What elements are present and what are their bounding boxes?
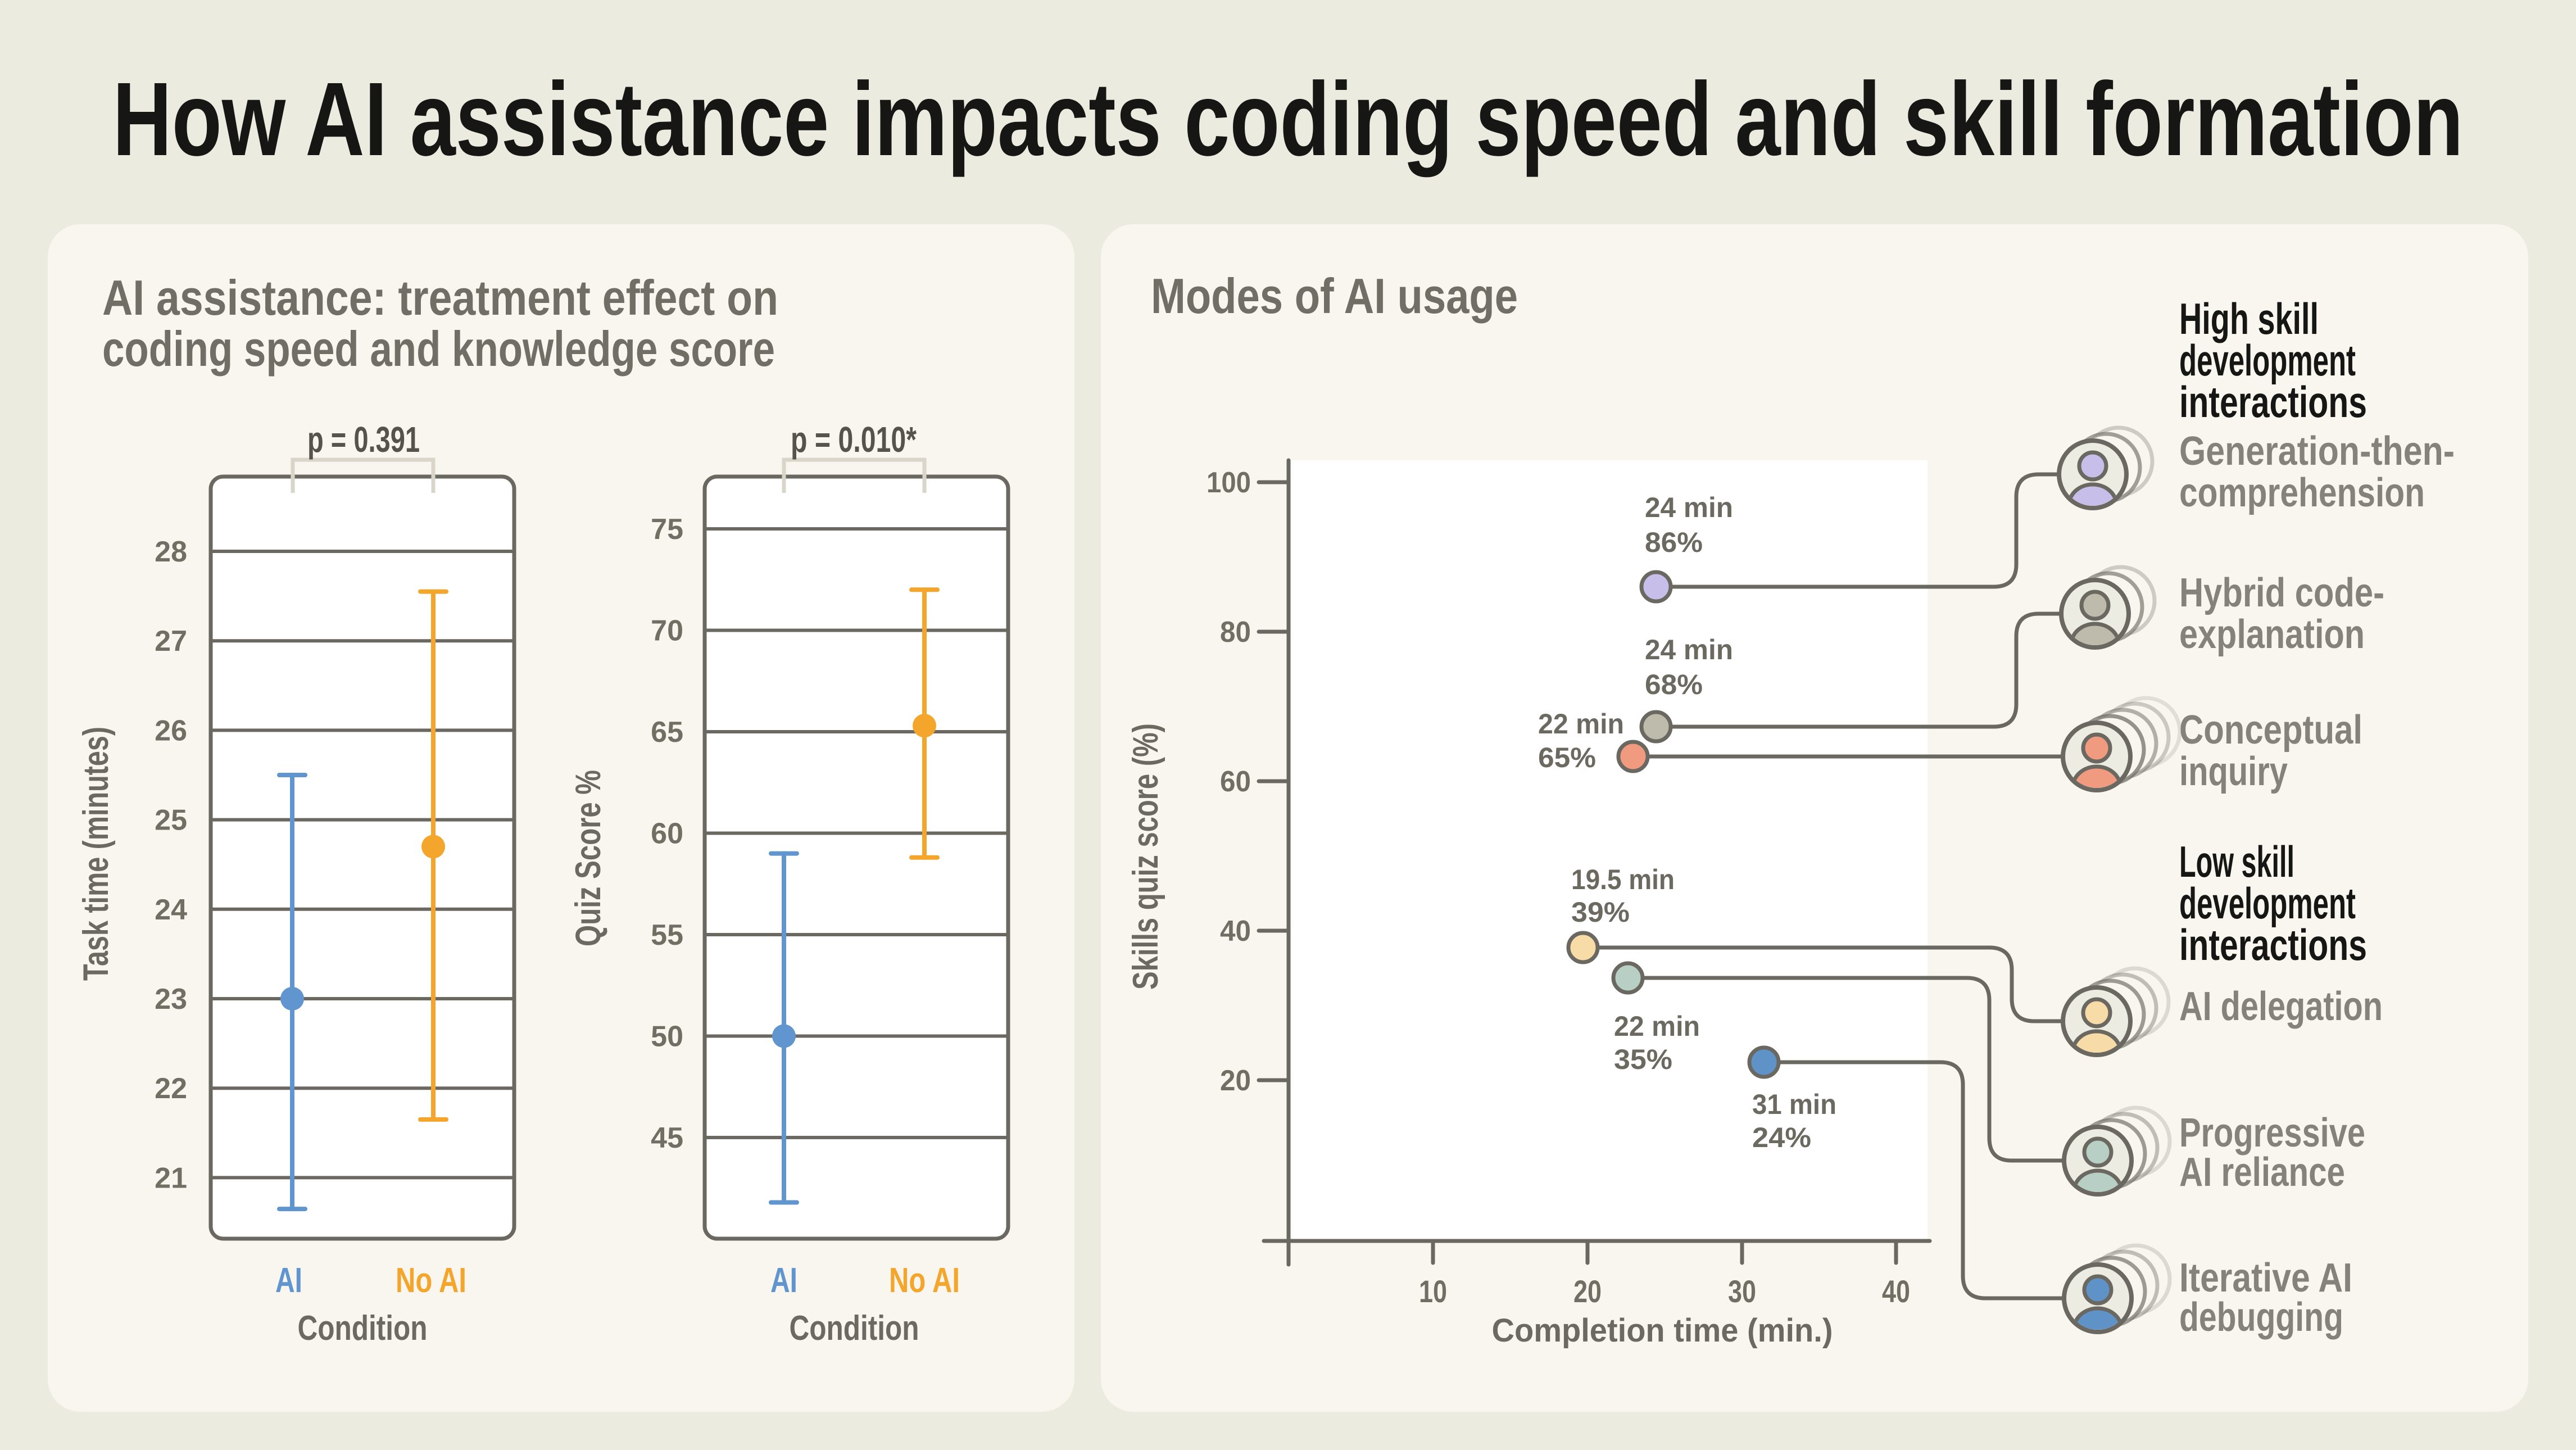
svg-text:25: 25: [155, 804, 187, 837]
svg-text:35%: 35%: [1614, 1044, 1672, 1075]
svg-text:p = 0.391: p = 0.391: [307, 419, 420, 460]
svg-text:50: 50: [651, 1021, 683, 1053]
svg-text:Low skill: Low skill: [2179, 837, 2294, 886]
svg-text:inquiry: inquiry: [2179, 749, 2288, 794]
svg-text:75: 75: [651, 513, 683, 546]
svg-text:Condition: Condition: [790, 1309, 919, 1348]
svg-text:20: 20: [1220, 1064, 1251, 1097]
svg-text:26: 26: [155, 714, 187, 747]
svg-text:65: 65: [651, 716, 683, 749]
svg-text:24 min: 24 min: [1645, 492, 1733, 523]
svg-text:explanation: explanation: [2179, 612, 2365, 657]
svg-text:20: 20: [1573, 1274, 1602, 1309]
svg-text:60: 60: [651, 818, 683, 850]
svg-text:AI delegation: AI delegation: [2179, 984, 2383, 1029]
svg-text:interactions: interactions: [2179, 920, 2367, 969]
svg-text:65%: 65%: [1538, 742, 1596, 773]
svg-text:p = 0.010*: p = 0.010*: [791, 419, 917, 460]
svg-text:Completion time (min.): Completion time (min.): [1492, 1312, 1833, 1349]
svg-text:debugging: debugging: [2179, 1295, 2343, 1340]
svg-text:interactions: interactions: [2179, 377, 2367, 427]
svg-text:10: 10: [1419, 1274, 1447, 1309]
svg-text:AI assistance: treatment effec: AI assistance: treatment effect on: [102, 270, 778, 325]
svg-text:comprehension: comprehension: [2179, 470, 2425, 515]
svg-text:86%: 86%: [1645, 527, 1703, 558]
svg-text:22 min: 22 min: [1538, 708, 1624, 740]
svg-text:24%: 24%: [1752, 1122, 1811, 1153]
svg-text:27: 27: [155, 625, 187, 658]
svg-text:AI reliance: AI reliance: [2179, 1150, 2345, 1195]
svg-text:Quiz Score %: Quiz Score %: [569, 770, 608, 946]
svg-text:24 min: 24 min: [1645, 634, 1733, 665]
svg-text:Skills quiz score (%): Skills quiz score (%): [1126, 723, 1165, 990]
svg-text:80: 80: [1220, 616, 1251, 649]
svg-text:39%: 39%: [1571, 896, 1630, 928]
svg-text:Modes of AI usage: Modes of AI usage: [1151, 268, 1518, 324]
svg-text:31 min: 31 min: [1752, 1089, 1836, 1120]
svg-text:60: 60: [1220, 765, 1251, 798]
svg-text:23: 23: [155, 983, 187, 1016]
svg-text:AI: AI: [770, 1261, 797, 1300]
svg-text:development: development: [2179, 878, 2356, 928]
svg-text:100: 100: [1207, 466, 1251, 499]
svg-text:45: 45: [651, 1122, 683, 1154]
svg-text:22: 22: [155, 1072, 187, 1105]
svg-text:Iterative AI: Iterative AI: [2179, 1256, 2352, 1301]
svg-text:68%: 68%: [1645, 669, 1703, 700]
svg-text:21: 21: [155, 1162, 187, 1194]
svg-text:Progressive: Progressive: [2179, 1111, 2365, 1156]
svg-text:Condition: Condition: [298, 1309, 428, 1348]
svg-text:30: 30: [1728, 1274, 1756, 1309]
svg-text:40: 40: [1220, 915, 1251, 948]
svg-text:40: 40: [1882, 1274, 1910, 1309]
svg-text:Hybrid code-: Hybrid code-: [2179, 570, 2384, 615]
svg-text:Conceptual: Conceptual: [2179, 708, 2362, 753]
svg-text:Generation-then-: Generation-then-: [2179, 429, 2455, 474]
svg-text:55: 55: [651, 919, 683, 951]
svg-text:coding speed and knowledge sco: coding speed and knowledge score: [102, 321, 775, 377]
svg-text:development: development: [2179, 336, 2356, 385]
svg-text:28: 28: [155, 536, 187, 568]
svg-text:No AI: No AI: [889, 1261, 960, 1300]
svg-text:No AI: No AI: [396, 1261, 466, 1300]
svg-text:High skill: High skill: [2179, 294, 2319, 343]
svg-text:AI: AI: [275, 1261, 302, 1300]
svg-text:19.5 min: 19.5 min: [1571, 864, 1675, 895]
svg-text:How AI assistance impacts codi: How AI assistance impacts coding speed a…: [113, 61, 2464, 178]
svg-text:70: 70: [651, 615, 683, 647]
svg-text:22 min: 22 min: [1614, 1011, 1700, 1042]
svg-text:24: 24: [155, 894, 187, 926]
svg-text:Task time (minutes): Task time (minutes): [76, 727, 116, 981]
